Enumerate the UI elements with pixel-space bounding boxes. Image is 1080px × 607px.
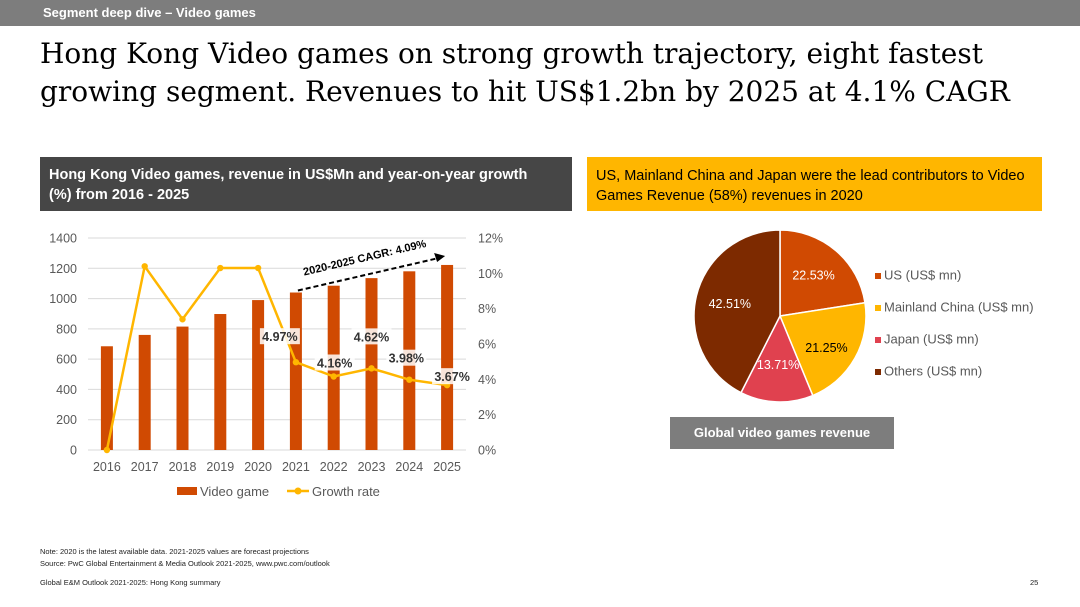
bar-video-game (365, 278, 378, 450)
legend-label-video-game: Video game (200, 484, 269, 499)
bar-video-game (289, 292, 302, 450)
x-tick-label: 2020 (244, 460, 272, 474)
y-right-tick-label: 0% (478, 444, 496, 458)
pie-legend-swatch (875, 305, 881, 311)
x-tick-label: 2019 (206, 460, 234, 474)
y-right-tick-label: 2% (478, 408, 496, 422)
growth-data-label: 4.16% (317, 357, 352, 371)
x-tick-label: 2022 (320, 460, 348, 474)
x-tick-label: 2018 (169, 460, 197, 474)
pie-slice (739, 314, 814, 403)
growth-rate-point (330, 373, 337, 380)
bar-video-game (214, 314, 227, 450)
growth-rate-line (105, 263, 448, 451)
y-left-tick-label: 800 (56, 322, 77, 336)
bar-video-game (138, 334, 151, 450)
pie-legend-label: Japan (US$ mn) (884, 332, 979, 347)
bar-chart-title: Hong Kong Video games, revenue in US$Mn … (49, 167, 528, 203)
page-title: Hong Kong Video games on strong growth t… (40, 37, 1010, 108)
growth-rate-point (406, 376, 413, 383)
growth-data-label: 3.98% (389, 352, 424, 366)
data-label-bg (314, 354, 355, 371)
x-tick-label: 2024 (395, 460, 423, 474)
section-header-bar: Segment deep dive – Video games (0, 0, 1080, 26)
y-left-tick-label: 400 (56, 383, 77, 397)
growth-data-label: 4.97% (262, 330, 297, 344)
bar-video-game (100, 346, 113, 450)
y-left-tick-label: 1200 (49, 262, 77, 276)
legend-swatch-video-game (177, 487, 197, 495)
y-right-tick-label: 10% (478, 267, 503, 281)
pie-chart-title: US, Mainland China and Japan were the le… (596, 168, 1025, 204)
y-right-tick-label: 8% (478, 302, 496, 316)
pie-legend-swatch (875, 273, 881, 279)
data-label-bg (259, 328, 300, 345)
growth-data-label: 4.62% (354, 330, 389, 344)
bar-video-game (441, 264, 454, 450)
growth-data-label: 3.67% (434, 370, 469, 384)
x-tick-label: 2021 (282, 460, 310, 474)
growth-rate-point (217, 264, 224, 272)
pie-slice-label: 13.71% (757, 358, 799, 372)
y-left-tick-label: 0 (70, 444, 77, 458)
cagr-arrow-head (434, 252, 446, 262)
y-right-tick-label: 12% (478, 232, 503, 246)
pie-caption: Global video games revenue (670, 417, 894, 449)
pie-legend-swatch (875, 337, 881, 343)
y-right-tick-label: 4% (478, 373, 496, 387)
growth-rate-point (141, 263, 148, 270)
pie-legend-label: Mainland China (US$ mn) (884, 300, 1034, 315)
source-text: Source: PwC Global Entertainment & Media… (40, 559, 330, 568)
growth-rate-point (179, 316, 186, 323)
pie-legend-swatch (875, 369, 881, 375)
y-left-tick-label: 1000 (49, 292, 77, 306)
pie-slice (779, 229, 866, 317)
pie-slice (693, 229, 781, 394)
x-tick-label: 2016 (93, 460, 121, 474)
pie-slice-label: 22.53% (792, 268, 834, 282)
y-left-tick-label: 600 (56, 353, 77, 367)
data-label-bg (351, 328, 392, 345)
data-label-bg (432, 368, 473, 385)
pie-slice (778, 301, 867, 397)
growth-rate-point (254, 264, 262, 272)
pie-slice-label: 21.25% (805, 341, 847, 355)
section-header-label: Segment deep dive – Video games (43, 5, 256, 20)
cagr-arrow-line (297, 256, 440, 292)
y-left-tick-label: 200 (56, 413, 77, 427)
footer-title: Global E&M Outlook 2021-2025: Hong Kong … (40, 578, 221, 587)
pie-legend-label: Others (US$ mn) (884, 364, 982, 379)
legend-marker-growth-rate (294, 487, 302, 495)
y-left-tick-label: 1400 (49, 232, 77, 246)
growth-rate-point (368, 365, 375, 372)
growth-rate-point (292, 358, 300, 366)
legend-label-growth-rate: Growth rate (312, 484, 380, 499)
x-tick-label: 2023 (358, 460, 386, 474)
note-text: Note: 2020 is the latest available data.… (40, 547, 309, 556)
page-number: 25 (1030, 578, 1039, 587)
y-right-tick-label: 6% (478, 338, 496, 352)
x-tick-label: 2025 (433, 460, 461, 474)
bar-video-game (176, 326, 189, 450)
bar-video-game (252, 300, 265, 450)
pie-slice-label: 42.51% (709, 297, 751, 311)
x-tick-label: 2017 (131, 460, 159, 474)
bar-chart-title-panel: Hong Kong Video games, revenue in US$Mn … (40, 157, 572, 211)
growth-rate-point (103, 446, 111, 454)
data-label-bg (386, 349, 427, 366)
pie-legend-label: US (US$ mn) (884, 268, 961, 283)
pie-chart-title-panel: US, Mainland China and Japan were the le… (587, 157, 1042, 211)
